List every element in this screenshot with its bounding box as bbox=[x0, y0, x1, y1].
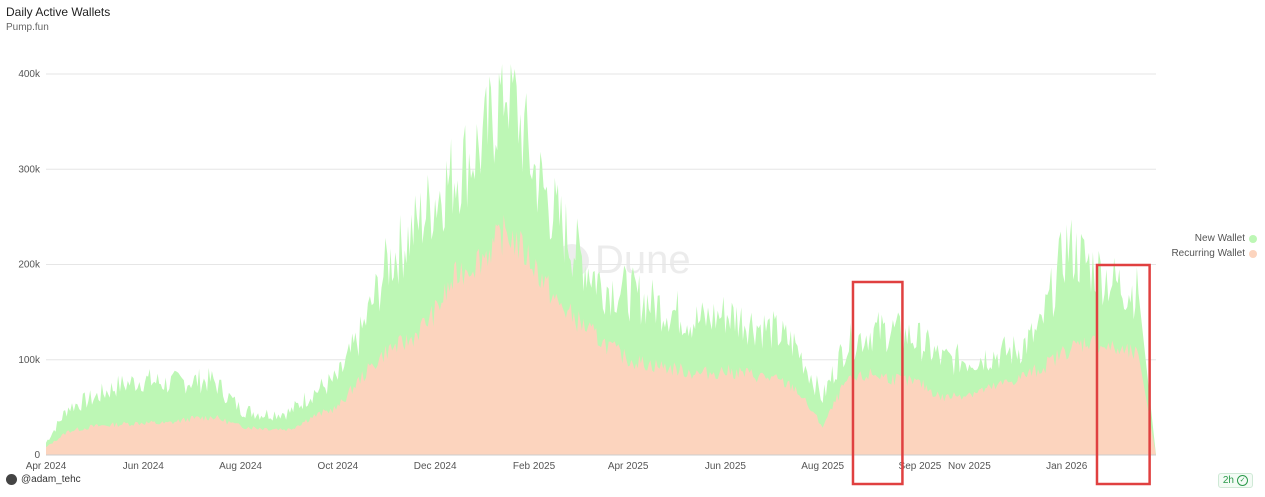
series-recurring-wallet bbox=[46, 214, 1156, 455]
x-tick-label: Apr 2024 bbox=[26, 461, 67, 472]
x-tick-label: Apr 2025 bbox=[608, 461, 649, 472]
x-tick-label: Jun 2024 bbox=[123, 461, 165, 472]
x-tick-label: Nov 2025 bbox=[948, 461, 991, 472]
legend-recurring-wallet-dot bbox=[1249, 249, 1257, 258]
chart-title: Daily Active Wallets bbox=[6, 5, 111, 19]
x-tick-label: Aug 2024 bbox=[219, 461, 262, 472]
y-tick-label: 400k bbox=[18, 69, 41, 80]
x-tick-label: Jan 2026 bbox=[1046, 461, 1088, 472]
y-tick-label: 300k bbox=[18, 164, 41, 175]
refresh-badge-label: 2h bbox=[1222, 475, 1234, 486]
avatar bbox=[6, 474, 17, 485]
y-tick-label: 200k bbox=[18, 260, 41, 271]
legend-new-wallet-dot bbox=[1249, 234, 1257, 243]
x-tick-label: Sep 2025 bbox=[899, 461, 942, 472]
legend-recurring-wallet[interactable]: Recurring Wallet bbox=[1171, 248, 1257, 259]
watermark-text: Dune bbox=[595, 238, 691, 282]
highlight-box bbox=[1095, 263, 1151, 486]
x-tick-label: Oct 2024 bbox=[318, 461, 359, 472]
legend-new-wallet[interactable]: New Wallet bbox=[1195, 233, 1257, 244]
x-tick-label: Feb 2025 bbox=[513, 461, 556, 472]
legend-new-wallet-label: New Wallet bbox=[1194, 233, 1245, 244]
x-tick-label: Aug 2025 bbox=[801, 461, 844, 472]
highlight-box bbox=[851, 280, 904, 486]
check-circle-icon: ✓ bbox=[1237, 475, 1248, 486]
y-tick-label: 0 bbox=[34, 450, 40, 461]
chart-subtitle: Pump.fun bbox=[6, 22, 49, 33]
x-tick-label: Dec 2024 bbox=[414, 461, 457, 472]
refresh-badge[interactable]: 2h ✓ bbox=[1217, 473, 1253, 488]
y-tick-label: 100k bbox=[18, 355, 41, 366]
x-tick-label: Jun 2025 bbox=[705, 461, 747, 472]
author-credit[interactable]: @adam_tehc bbox=[6, 474, 81, 485]
legend-recurring-wallet-label: Recurring Wallet bbox=[1171, 248, 1245, 259]
author-name: @adam_tehc bbox=[21, 474, 81, 485]
series-new-wallet bbox=[46, 64, 1156, 455]
